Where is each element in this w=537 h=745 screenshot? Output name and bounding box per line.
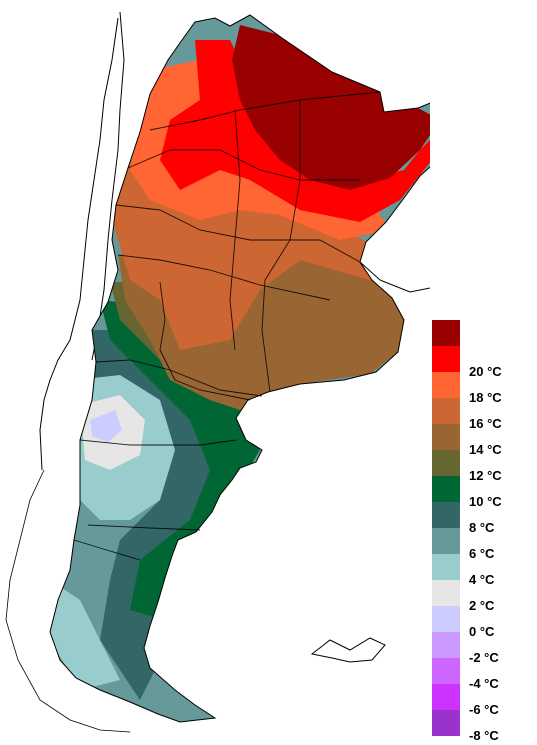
legend-swatch <box>432 710 460 736</box>
legend-label: -4 °C <box>469 676 499 691</box>
zone-6c <box>80 330 220 700</box>
legend-swatch <box>432 320 460 346</box>
neighbor-coast <box>359 261 430 293</box>
legend-label: 18 °C <box>469 390 502 405</box>
malvinas-islands <box>310 637 386 663</box>
legend-label: 8 °C <box>469 520 495 535</box>
zone-minus-2c <box>90 410 122 442</box>
temperature-legend: 20 °C 18 °C 16 °C 14 °C 12 °C 10 °C 8 °C 6 °C 4 … <box>432 320 537 743</box>
legend-label: 0 °C <box>469 624 495 639</box>
zone-20c <box>232 25 430 190</box>
legend-label: 14 °C <box>469 442 502 457</box>
legend-swatch <box>432 528 460 554</box>
legend-swatch <box>432 554 460 580</box>
legend-label: 6 °C <box>469 546 495 561</box>
legend-swatch <box>432 424 460 450</box>
legend-swatch <box>432 476 460 502</box>
legend-label: 4 °C <box>469 572 495 587</box>
archipelago-coast <box>5 469 131 733</box>
legend-label: 16 °C <box>469 416 502 431</box>
legend-swatch <box>432 450 460 476</box>
temperature-zones <box>50 15 430 722</box>
legend-swatch <box>432 632 460 658</box>
legend-label: 12 °C <box>469 468 502 483</box>
legend-swatch <box>432 606 460 632</box>
temperature-map <box>5 11 430 733</box>
legend-swatch <box>432 398 460 424</box>
legend-swatch <box>432 580 460 606</box>
province-borders <box>73 91 381 561</box>
legend-label: -6 °C <box>469 702 499 717</box>
legend-swatch <box>432 658 460 684</box>
legend-swatch <box>432 502 460 528</box>
legend-label: 20 °C <box>469 364 502 379</box>
legend-swatch <box>432 684 460 710</box>
legend-swatch <box>432 372 460 398</box>
legend-label: 10 °C <box>469 494 502 509</box>
zone-2c <box>50 375 175 690</box>
legend-label: -2 °C <box>469 650 499 665</box>
legend-label: -8 °C <box>469 728 499 743</box>
legend-swatch <box>432 346 460 372</box>
legend-label: 2 °C <box>469 598 495 613</box>
